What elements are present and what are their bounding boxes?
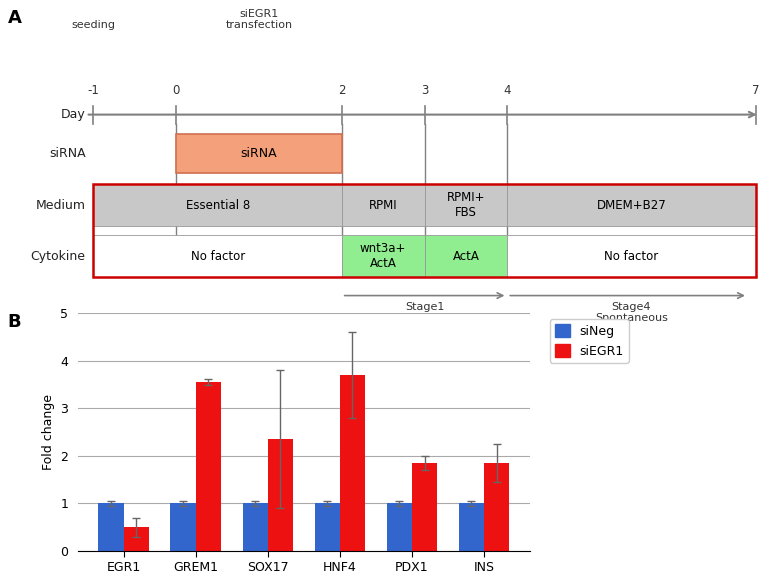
Text: No factor: No factor (191, 250, 245, 263)
Legend: siNeg, siEGR1: siNeg, siEGR1 (549, 320, 629, 363)
Y-axis label: Fold change: Fold change (41, 394, 55, 470)
Text: RPMI+
FBS: RPMI+ FBS (446, 191, 485, 219)
Bar (196, 382, 221, 551)
Text: Essential 8: Essential 8 (185, 198, 250, 212)
Text: 3: 3 (421, 84, 428, 97)
Text: 4: 4 (503, 84, 511, 97)
Bar (412, 463, 437, 551)
Bar (342, 235, 425, 277)
Text: 7: 7 (752, 84, 760, 97)
Bar (459, 503, 484, 551)
Bar (386, 503, 412, 551)
Bar (124, 527, 149, 551)
Bar (425, 235, 507, 277)
Text: Medium: Medium (36, 198, 86, 212)
Text: No factor: No factor (605, 250, 658, 263)
Text: siEGR1
transfection: siEGR1 transfection (225, 9, 293, 30)
Text: ActA: ActA (453, 250, 479, 263)
Text: seeding: seeding (72, 20, 115, 30)
Bar (340, 375, 365, 551)
Bar (98, 503, 124, 551)
Text: Stage1
Definitive endoderm: Stage1 Definitive endoderm (368, 302, 481, 323)
Bar (242, 503, 268, 551)
Text: A: A (8, 9, 22, 27)
Text: Day: Day (61, 108, 86, 121)
Text: 0: 0 (173, 84, 180, 97)
Bar (507, 235, 756, 277)
Bar (315, 503, 340, 551)
Bar (484, 463, 509, 551)
Text: Stage4
Spontaneous: Stage4 Spontaneous (595, 302, 668, 323)
Text: -1: -1 (87, 84, 100, 97)
Text: Cytokine: Cytokine (30, 250, 86, 263)
Bar (93, 184, 342, 226)
Bar (268, 439, 293, 551)
Bar (342, 184, 425, 226)
Bar (507, 184, 756, 226)
Bar (93, 235, 342, 277)
Text: DMEM+B27: DMEM+B27 (597, 198, 666, 212)
Text: siRNA: siRNA (49, 147, 86, 160)
Text: B: B (8, 313, 21, 331)
Text: siRNA: siRNA (241, 147, 277, 160)
Bar (93, 184, 756, 277)
Bar (176, 134, 342, 173)
Bar (425, 184, 507, 226)
Text: RPMI: RPMI (369, 198, 397, 212)
Text: wnt3a+
ActA: wnt3a+ ActA (360, 242, 407, 270)
Bar (171, 503, 196, 551)
Text: 2: 2 (338, 84, 346, 97)
